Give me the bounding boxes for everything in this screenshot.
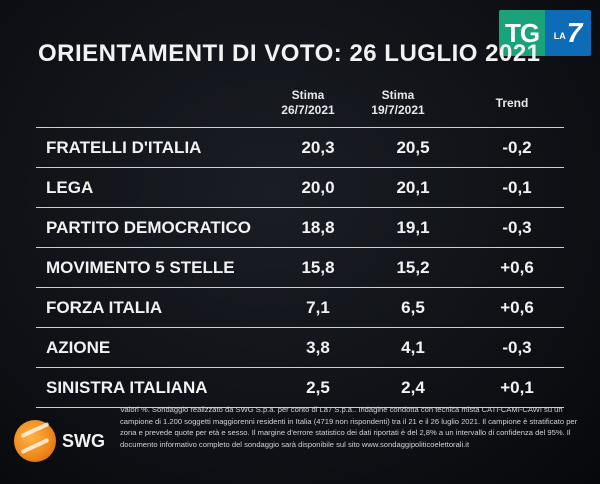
methodology-note: Valori %. Sondaggio realizzato da SWG S.… [120, 405, 578, 449]
table-row: SINISTRA ITALIANA 2,5 2,4 +0,1 [36, 367, 564, 408]
stima-19-value: 15,2 [396, 257, 430, 277]
party-name: FORZA ITALIA [46, 297, 163, 317]
la7-logo: LA 7 [545, 10, 591, 56]
stima-19-value: 2,4 [401, 377, 425, 397]
stima-26-value: 7,1 [306, 297, 330, 317]
stima-19-value: 20,1 [396, 177, 430, 197]
stima-26-value: 20,0 [301, 177, 335, 197]
table-row: FORZA ITALIA 7,1 6,5 +0,6 [36, 287, 564, 327]
trend-value: +0,6 [500, 297, 534, 317]
trend-value: -0,3 [502, 337, 532, 357]
stima-26-value: 3,8 [306, 337, 330, 357]
stima-26-value: 18,8 [301, 217, 335, 237]
poll-table: FRATELLI D'ITALIA 20,3 20,5 -0,2 LEGA 20,0 20,… [36, 127, 564, 408]
table-row: AZIONE 3,8 4,1 -0,3 [36, 327, 564, 367]
party-name: LEGA [46, 177, 94, 197]
table-row: FRATELLI D'ITALIA 20,3 20,5 -0,2 [36, 127, 564, 167]
page-title: ORIENTAMENTI DI VOTO: 26 LUGLIO 2021 [38, 40, 541, 67]
party-name: SINISTRA ITALIANA [46, 377, 208, 397]
column-header-stima-26: Stima 26/7/2021 [268, 88, 348, 118]
trend-value: +0,6 [500, 257, 534, 277]
stima-19-value: 6,5 [401, 297, 425, 317]
swg-sun-icon [14, 420, 56, 462]
swg-logo: SWG [14, 420, 105, 462]
column-header-stima-26-line2: 26/7/2021 [281, 103, 335, 117]
column-header-stima-19-line1: Stima [381, 88, 415, 102]
party-name: FRATELLI D'ITALIA [46, 137, 202, 157]
table-row: MOVIMENTO 5 STELLE 15,8 15,2 +0,6 [36, 247, 564, 287]
column-header-stima-26-line1: Stima [291, 88, 325, 102]
swg-logo-text: SWG [62, 430, 105, 451]
tg-la7-logo: TG LA 7 [499, 10, 591, 56]
party-name: MOVIMENTO 5 STELLE [46, 257, 235, 277]
stima-19-value: 4,1 [401, 337, 425, 357]
trend-value: +0,1 [500, 377, 534, 397]
stima-19-value: 19,1 [396, 217, 430, 237]
column-header-trend: Trend [495, 96, 529, 110]
table-row: PARTITO DEMOCRATICO 18,8 19,1 -0,3 [36, 207, 564, 247]
column-header-stima-19-line2: 19/7/2021 [371, 103, 425, 117]
table-row: LEGA 20,0 20,1 -0,1 [36, 167, 564, 207]
la-logo-text: LA [553, 31, 566, 41]
stima-26-value: 20,3 [301, 137, 335, 157]
trend-value: -0,2 [502, 137, 532, 157]
tg-logo-text: TG [499, 10, 545, 56]
trend-value: -0,1 [502, 177, 532, 197]
trend-value: -0,3 [502, 217, 532, 237]
party-name: AZIONE [46, 337, 111, 357]
column-header-stima-19: Stima 19/7/2021 [358, 88, 438, 118]
party-name: PARTITO DEMOCRATICO [46, 217, 251, 237]
stima-26-value: 15,8 [301, 257, 335, 277]
stima-19-value: 20,5 [396, 137, 430, 157]
seven-logo-text: 7 [566, 17, 583, 48]
stima-26-value: 2,5 [306, 377, 330, 397]
